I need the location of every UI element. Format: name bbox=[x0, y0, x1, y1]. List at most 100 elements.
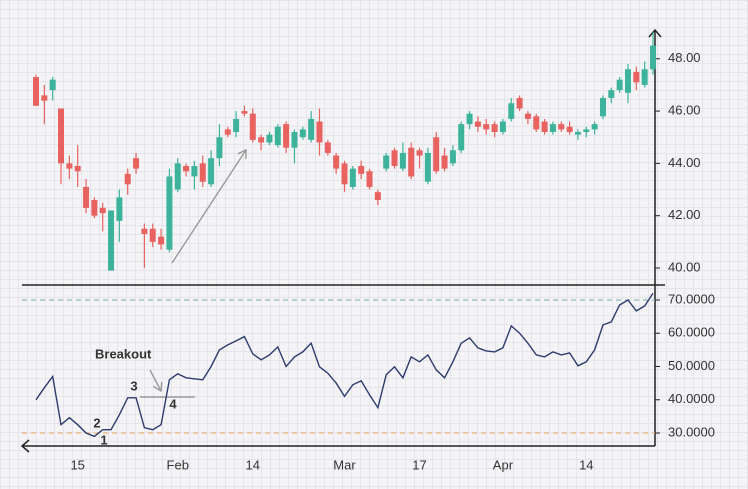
candle-body bbox=[616, 79, 623, 91]
candle-body bbox=[108, 210, 115, 271]
candle-body bbox=[158, 236, 165, 245]
y-tick-label: 50.0000 bbox=[668, 358, 715, 373]
candle-body bbox=[358, 166, 365, 174]
candle-body bbox=[608, 90, 615, 98]
candle-body bbox=[66, 163, 73, 169]
candle-body bbox=[483, 124, 490, 130]
candle-body bbox=[641, 69, 648, 85]
candle-body bbox=[199, 163, 206, 182]
candle-body bbox=[33, 77, 39, 106]
candle-body bbox=[133, 158, 140, 169]
candle-body bbox=[166, 176, 173, 250]
candle-body bbox=[258, 137, 265, 143]
candle-body bbox=[49, 79, 56, 91]
candle-body bbox=[74, 166, 81, 172]
candle-body bbox=[116, 197, 123, 221]
candle-body bbox=[208, 158, 215, 185]
candle-body bbox=[233, 118, 240, 132]
y-tick-label: 70.0000 bbox=[668, 291, 715, 306]
candle-body bbox=[324, 142, 331, 153]
annotation: 1 bbox=[100, 432, 107, 447]
candle-body bbox=[591, 124, 598, 130]
candle-body bbox=[624, 69, 631, 93]
candle-body bbox=[558, 124, 565, 130]
annotation: Breakout bbox=[95, 346, 152, 361]
annotation: 3 bbox=[130, 378, 137, 393]
candle-body bbox=[241, 111, 248, 114]
candle-body bbox=[391, 150, 398, 166]
candle-body bbox=[399, 152, 406, 169]
x-tick-label: 14 bbox=[579, 457, 593, 472]
candle-body bbox=[650, 45, 656, 70]
y-tick-label: 40.0000 bbox=[668, 391, 715, 406]
y-axis-arrow bbox=[648, 28, 662, 38]
rsi-line bbox=[35, 292, 654, 438]
candle-body bbox=[516, 98, 523, 109]
candle-body bbox=[174, 163, 181, 190]
trend-arrow bbox=[171, 150, 246, 264]
candle-body bbox=[524, 113, 531, 119]
y-tick-label: 46.00 bbox=[668, 103, 701, 118]
x-axis-arrow bbox=[20, 439, 30, 453]
annotation: 4 bbox=[169, 396, 177, 411]
candle-body bbox=[508, 103, 515, 119]
y-tick-label: 30.0000 bbox=[668, 424, 715, 439]
candle-body bbox=[283, 124, 290, 148]
candle-body bbox=[341, 163, 348, 185]
candle-body bbox=[424, 152, 431, 182]
candle-body bbox=[383, 155, 390, 169]
candle-body bbox=[541, 121, 548, 132]
candle-body bbox=[316, 121, 323, 143]
candle-body bbox=[366, 171, 373, 187]
candle-body bbox=[291, 132, 298, 148]
candle-body bbox=[633, 71, 640, 83]
candle-body bbox=[41, 95, 48, 101]
candle-body bbox=[499, 121, 506, 132]
candle-body bbox=[599, 98, 606, 117]
candle-body bbox=[83, 186, 90, 208]
candle-body bbox=[533, 116, 540, 130]
candle-body bbox=[491, 124, 498, 132]
candle-body bbox=[574, 132, 581, 135]
y-tick-label: 60.0000 bbox=[668, 325, 715, 340]
y-tick-label: 42.00 bbox=[668, 207, 701, 222]
candle-body bbox=[308, 118, 315, 140]
candle-body bbox=[333, 155, 340, 169]
annotation: 2 bbox=[93, 415, 100, 430]
candle-body bbox=[549, 124, 556, 132]
candle-body bbox=[449, 150, 456, 164]
candle-body bbox=[408, 147, 415, 177]
candle-body bbox=[274, 126, 281, 146]
candle-body bbox=[349, 168, 356, 187]
candle-body bbox=[299, 129, 306, 138]
candle-body bbox=[191, 166, 198, 177]
candle-body bbox=[91, 200, 98, 216]
candle-body bbox=[149, 228, 156, 242]
x-tick-label: Apr bbox=[493, 457, 514, 472]
x-tick-label: 17 bbox=[412, 457, 426, 472]
candle-body bbox=[441, 155, 448, 169]
candle-body bbox=[566, 126, 573, 132]
candle-body bbox=[474, 121, 481, 127]
candle-body bbox=[183, 166, 190, 172]
candle-body bbox=[458, 124, 465, 151]
y-tick-label: 44.00 bbox=[668, 155, 701, 170]
x-tick-label: 15 bbox=[70, 457, 84, 472]
candle-body bbox=[99, 207, 106, 214]
candle-body bbox=[466, 113, 473, 125]
candle-body bbox=[416, 150, 423, 156]
x-tick-label: Mar bbox=[333, 457, 356, 472]
candle-body bbox=[583, 129, 590, 132]
candle-body bbox=[216, 137, 223, 159]
candle-body bbox=[141, 228, 148, 234]
breakout-arrow bbox=[149, 369, 161, 391]
candle-body bbox=[374, 192, 381, 200]
candle-body bbox=[433, 137, 440, 172]
candle-body bbox=[249, 113, 256, 140]
x-tick-label: Feb bbox=[167, 457, 189, 472]
candle-body bbox=[124, 173, 131, 185]
candle-body bbox=[266, 134, 273, 143]
y-tick-label: 48.00 bbox=[668, 50, 701, 65]
